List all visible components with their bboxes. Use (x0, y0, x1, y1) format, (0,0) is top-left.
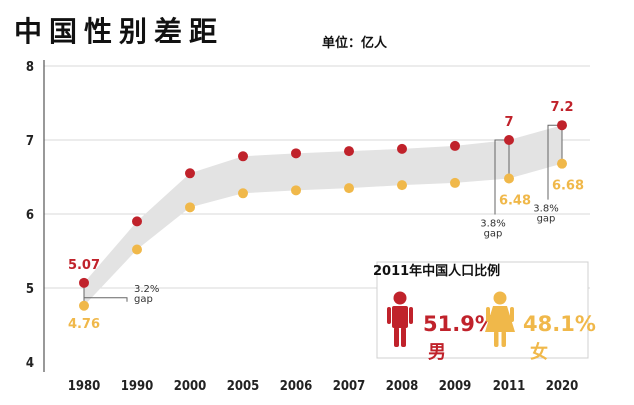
male-value-label: 7 (504, 115, 513, 130)
female-value-label: 4.76 (68, 317, 100, 332)
female-point (504, 173, 514, 184)
female-value-label: 6.48 (499, 193, 531, 208)
male-value-label: 5.07 (68, 258, 100, 273)
x-tick-label: 2006 (280, 379, 313, 394)
female-value-label: 6.68 (552, 179, 584, 194)
gap-percent: 3.8% (480, 218, 505, 229)
gap-percent: 3.2% (134, 284, 159, 295)
gap-band (84, 125, 562, 306)
y-tick-label: 5 (26, 282, 34, 297)
male-point (344, 146, 354, 157)
gap-word: gap (134, 294, 153, 305)
x-tick-label: 1980 (68, 379, 101, 394)
male-point (79, 277, 89, 288)
male-point (185, 168, 195, 179)
y-tick-label: 7 (26, 134, 34, 149)
gap-word: gap (484, 228, 503, 239)
x-tick-label: 2000 (174, 379, 207, 394)
male-point (504, 135, 514, 145)
male-point (238, 151, 248, 162)
gap-band-area (84, 125, 562, 306)
male-figure-icon (387, 291, 413, 347)
male-percentage: 51.9% (423, 312, 496, 336)
x-tick-label: 1990 (121, 379, 154, 394)
female-label: 女 (530, 341, 548, 363)
female-point (397, 180, 407, 191)
female-point (344, 183, 354, 194)
x-tick-label: 2020 (546, 379, 579, 394)
female-point (557, 158, 567, 169)
inset-title: 2011年中国人口比例 (373, 263, 500, 279)
x-tick-label: 2009 (439, 379, 472, 394)
y-tick-label: 8 (26, 60, 34, 75)
male-point (557, 120, 567, 131)
female-point (185, 202, 195, 213)
female-point (79, 300, 89, 311)
male-point (397, 143, 407, 154)
x-tick-label: 2008 (386, 379, 419, 394)
female-point (291, 185, 301, 196)
male-point (132, 216, 142, 227)
value-labels: 5.07 4.76 7 6.48 7.2 6.68 (68, 100, 584, 332)
female-percentage: 48.1% (523, 312, 596, 336)
unit-label: 单位：亿人 (322, 36, 388, 51)
female-point (450, 177, 460, 188)
y-tick-label: 6 (26, 208, 34, 223)
x-tick-label: 2011 (493, 379, 526, 394)
male-point (291, 148, 301, 159)
male-label: 男 (428, 342, 446, 363)
male-point (450, 140, 460, 151)
female-figure-icon (485, 291, 515, 347)
gap-word: gap (537, 214, 556, 225)
chart-title: 中国性别差距 (14, 15, 225, 48)
y-tick-label: 4 (26, 356, 34, 371)
female-point (132, 244, 142, 255)
x-tick-label: 2007 (333, 379, 366, 394)
data-points (79, 120, 567, 311)
x-tick-label: 2005 (227, 379, 260, 394)
male-value-label: 7.2 (550, 100, 573, 115)
gap-percent: 3.8% (533, 204, 558, 215)
female-point (238, 188, 248, 199)
axis-layer: 4 5 6 7 8 1980 1990 2000 2005 2006 2007 2008 2009 201… (26, 60, 578, 394)
gender-ratio-inset: 2011年中国人口比例 51.9% 男 48.1% 女 (373, 261, 596, 363)
